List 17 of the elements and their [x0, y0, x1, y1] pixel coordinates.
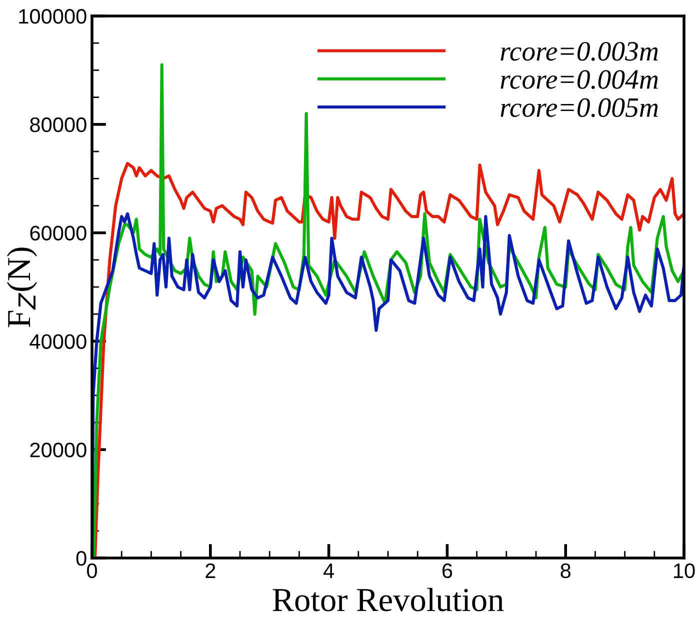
y-tick-label: 20000: [30, 442, 86, 458]
x-tick-label: 8: [560, 563, 570, 578]
x-axis-title: Rotor Revolution: [272, 588, 504, 612]
x-tick-label: 4: [323, 564, 334, 578]
y-tick-label: 80000: [30, 117, 86, 132]
x-tick-label: 0: [87, 563, 97, 578]
y-tick-label: 60000: [30, 226, 86, 241]
y-axis-title: F$_{Z}$(N): [6, 248, 38, 328]
legend-label: rcore=0.003m: [500, 42, 658, 61]
x-tick-label: 6: [442, 563, 452, 578]
y-tick-label: 100000: [19, 9, 86, 24]
legend-label: rcore=0.004m: [500, 70, 658, 89]
y-tick-label: 40000: [30, 334, 86, 349]
legend-label: rcore=0.005m: [500, 98, 658, 118]
x-tick-label: 2: [206, 563, 216, 578]
y-tick-label: 0: [76, 551, 86, 566]
x-tick-label: 10: [674, 563, 695, 578]
